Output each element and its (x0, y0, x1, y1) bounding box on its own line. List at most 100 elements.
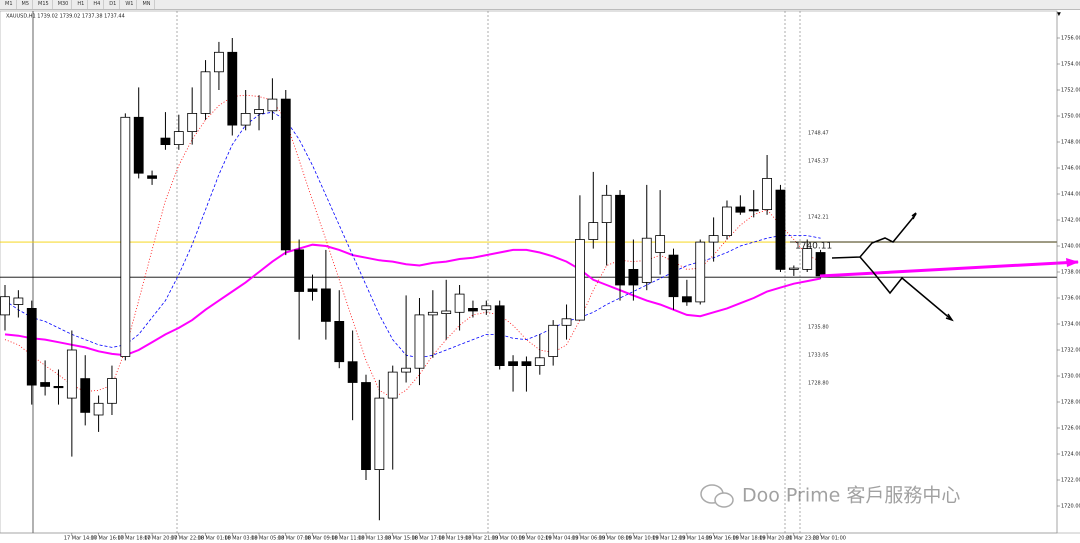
y-tick-label: 1734.00 (1061, 322, 1080, 328)
candle-body (468, 307, 478, 312)
x-tick-label: 18 Mar 03:00 (224, 536, 257, 542)
candle-body (575, 239, 585, 321)
annotation: 1728.80 (808, 381, 829, 387)
y-tick-label: 1722.00 (1061, 478, 1080, 484)
moving-average (4, 111, 821, 359)
candle-body (561, 318, 572, 326)
candle-body (187, 113, 198, 133)
candle-body (93, 402, 104, 416)
candle-body (374, 397, 385, 471)
candle-body (748, 209, 759, 212)
y-tick-label: 1726.00 (1061, 426, 1080, 432)
timeframe-button[interactable]: M1 (2, 0, 17, 9)
candle-body (628, 268, 639, 286)
candle-body (681, 296, 692, 303)
candle-body (588, 222, 599, 240)
symbol-info: XAUUSD,H1 1739.02 1739.02 1737.38 1737.4… (6, 14, 125, 20)
x-tick-label: 19 Mar 04:00 (545, 536, 578, 542)
candle-body (267, 98, 278, 112)
timeframe-button[interactable]: M15 (35, 0, 53, 9)
candle-body (347, 361, 358, 383)
x-tick-label: 19 Mar 18:00 (732, 536, 765, 542)
candle-body (227, 51, 238, 126)
candle-body (214, 51, 224, 73)
candle-body (427, 311, 438, 316)
candle-body (735, 206, 746, 213)
y-tick-label: 1746.00 (1061, 166, 1080, 172)
candle-body (708, 235, 719, 243)
y-tick-label: 1724.00 (1061, 452, 1080, 458)
arrow-head (1066, 258, 1079, 267)
timeframe-button[interactable]: MN (139, 0, 155, 9)
candle-body (307, 288, 318, 292)
y-tick-label: 1738.00 (1061, 270, 1080, 276)
candle-body (508, 361, 518, 367)
candle-body (454, 293, 465, 313)
moving-average (4, 243, 821, 357)
candle-body (66, 349, 77, 399)
annotation: 1742.21 (808, 215, 829, 221)
x-tick-label: 17 Mar 14:00 (64, 536, 97, 542)
candle-body (173, 131, 184, 146)
x-tick-label: 19 Mar 10:00 (625, 536, 658, 542)
candle-body (200, 71, 211, 114)
x-tick-label: 19 Mar 02:00 (518, 536, 551, 542)
y-tick-label: 1742.00 (1061, 218, 1080, 224)
y-tick-label: 1744.00 (1061, 192, 1080, 198)
candle-body (107, 378, 117, 404)
candle-body (802, 248, 813, 270)
candle-body (641, 237, 652, 283)
x-tick-label: 18 Mar 21:00 (465, 536, 498, 542)
x-tick-label: 22 Mar 01:00 (813, 536, 846, 542)
candle-body (762, 177, 772, 210)
candle-body (147, 175, 157, 179)
y-tick-label: 1730.00 (1061, 374, 1080, 380)
watermark-text: Doo Prime 客戶服務中心 (742, 485, 960, 507)
x-tick-label: 18 Mar 17:00 (411, 536, 444, 542)
x-tick-label: 18 Mar 13:00 (358, 536, 391, 542)
x-tick-label: 18 Mar 19:00 (438, 536, 471, 542)
y-tick-label: 1732.00 (1061, 348, 1080, 354)
candle-body (414, 314, 425, 369)
timeframe-button[interactable]: M30 (55, 0, 73, 9)
y-tick-label: 1728.00 (1061, 400, 1080, 406)
candle-body (40, 382, 51, 387)
timeframe-button[interactable]: H1 (74, 0, 89, 9)
candle-body (601, 194, 612, 224)
candle-body (0, 296, 10, 316)
candle-body (320, 288, 331, 322)
y-tick-label: 1736.00 (1061, 296, 1080, 302)
timeframe-button[interactable]: H4 (90, 0, 105, 9)
watermark: Doo Prime 客戶服務中心 (700, 484, 960, 508)
candle-body (695, 241, 706, 303)
x-tick-label: 19 Mar 12:00 (652, 536, 685, 542)
x-tick-label: 18 Mar 05:00 (251, 536, 284, 542)
x-tick-label: 19 Mar 00:00 (492, 536, 525, 542)
x-tick-label: 18 Mar 01:00 (198, 536, 231, 542)
timeframe-button[interactable]: M5 (19, 0, 33, 9)
candle-body (80, 378, 91, 413)
candle-body (160, 137, 171, 146)
x-tick-label: 19 Mar 16:00 (706, 536, 739, 542)
candle-body (615, 194, 625, 286)
candle-body (254, 109, 264, 114)
candle-body (240, 113, 251, 126)
candle-body (548, 324, 559, 357)
timeframe-button[interactable]: W1 (122, 0, 138, 9)
projection-arrow (819, 260, 1079, 278)
candle-body (481, 305, 492, 311)
timeframe-button[interactable]: D1 (106, 0, 121, 9)
x-tick-label: 17 Mar 18:00 (117, 536, 150, 542)
x-tick-label: 18 Mar 11:00 (331, 536, 364, 542)
candle-body (788, 267, 799, 270)
x-tick-label: 19 Mar 06:00 (572, 536, 605, 542)
y-tick-label: 1754.00 (1061, 62, 1080, 68)
candle-body (280, 98, 291, 251)
candle-body (294, 249, 305, 292)
annotation: 1745.37 (808, 159, 829, 165)
candle-body (668, 254, 679, 298)
candle-body (775, 189, 786, 270)
candle-body (120, 116, 131, 357)
